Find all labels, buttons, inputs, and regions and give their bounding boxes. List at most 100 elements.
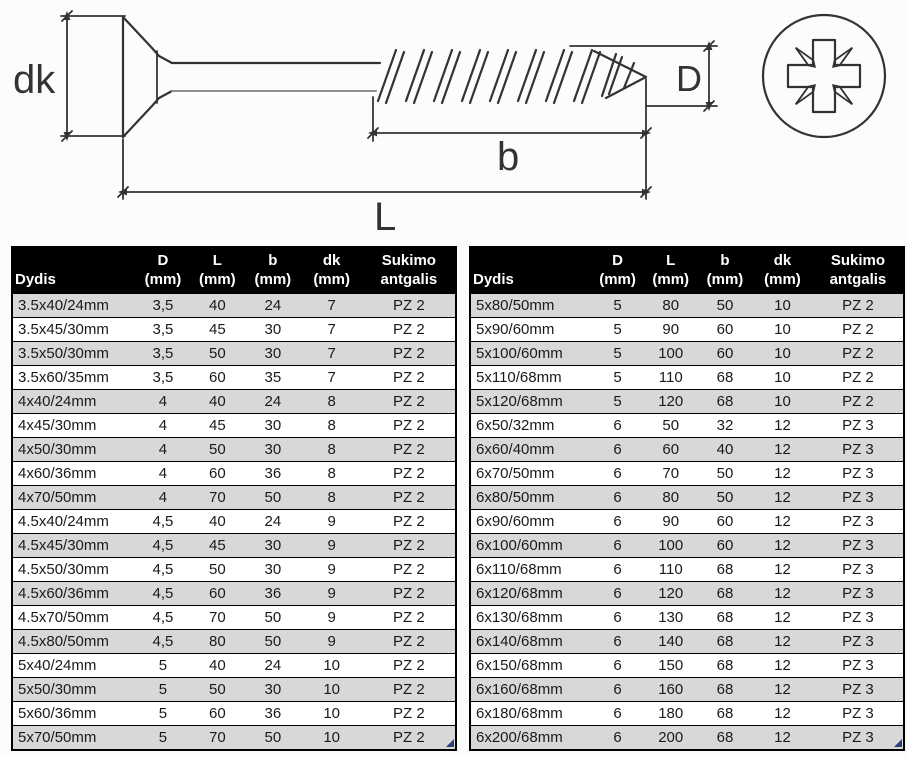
value-cell: 36 xyxy=(245,581,301,606)
pozidriv-recess-icon xyxy=(761,13,887,139)
value-cell: 12 xyxy=(752,581,813,606)
table-row: 6x110/68mm 6 110 68 12 PZ 3 xyxy=(470,557,904,582)
value-cell: 30 xyxy=(245,557,301,582)
table-row: 5x70/50mm 5 70 50 10 PZ 2 xyxy=(12,725,456,751)
size-cell: 4.5x70/50mm xyxy=(12,605,137,630)
value-cell: 68 xyxy=(697,653,753,678)
value-cell: 6 xyxy=(591,461,644,486)
table-row: 6x140/68mm 6 140 68 12 PZ 3 xyxy=(470,629,904,654)
size-cell: 3.5x60/35mm xyxy=(12,365,137,390)
value-cell: 50 xyxy=(189,557,246,582)
value-cell: 7 xyxy=(300,365,363,390)
value-cell: 30 xyxy=(245,341,301,366)
size-cell: 5x60/36mm xyxy=(12,701,137,726)
value-cell: 180 xyxy=(643,701,698,726)
size-cell: 5x80/50mm xyxy=(470,293,592,318)
value-cell: PZ 2 xyxy=(362,509,456,534)
value-cell: PZ 2 xyxy=(362,365,456,390)
value-cell: 68 xyxy=(697,629,753,654)
size-cell: 4x70/50mm xyxy=(12,485,137,510)
value-cell: 8 xyxy=(300,437,363,462)
value-cell: 35 xyxy=(245,365,301,390)
value-cell: 5 xyxy=(591,317,644,342)
value-cell: PZ 2 xyxy=(362,533,456,558)
table-row: 4.5x80/50mm 4,5 80 50 9 PZ 2 xyxy=(12,629,456,654)
value-cell: 4,5 xyxy=(136,557,190,582)
table-row: 6x180/68mm 6 180 68 12 PZ 3 xyxy=(470,701,904,726)
value-cell: 160 xyxy=(643,677,698,702)
size-cell: 5x100/60mm xyxy=(470,341,592,366)
value-cell: 4,5 xyxy=(136,605,190,630)
value-cell: PZ 3 xyxy=(812,557,904,582)
col-header-b: b (mm) xyxy=(245,247,301,294)
value-cell: 30 xyxy=(245,437,301,462)
value-cell: 68 xyxy=(697,365,753,390)
table-header-row: Dydis D (mm) L (mm) b (mm) dk (mm) xyxy=(12,247,456,294)
size-cell: 5x70/50mm xyxy=(12,725,137,751)
value-cell: PZ 3 xyxy=(812,725,904,751)
value-cell: 45 xyxy=(189,533,246,558)
value-cell: PZ 2 xyxy=(362,461,456,486)
value-cell: 45 xyxy=(189,413,246,438)
value-cell: 40 xyxy=(697,437,753,462)
value-cell: 68 xyxy=(697,605,753,630)
value-cell: 12 xyxy=(752,437,813,462)
size-cell: 4.5x80/50mm xyxy=(12,629,137,654)
value-cell: 150 xyxy=(643,653,698,678)
value-cell: 4,5 xyxy=(136,581,190,606)
value-cell: 6 xyxy=(591,437,644,462)
value-cell: 90 xyxy=(643,509,698,534)
value-cell: 60 xyxy=(697,509,753,534)
table-row: 6x130/68mm 6 130 68 12 PZ 3 xyxy=(470,605,904,630)
value-cell: 12 xyxy=(752,629,813,654)
value-cell: 7 xyxy=(300,317,363,342)
table-row: 5x100/60mm 5 100 60 10 PZ 2 xyxy=(470,341,904,366)
table-row: 5x60/36mm 5 60 36 10 PZ 2 xyxy=(12,701,456,726)
table-row: 6x160/68mm 6 160 68 12 PZ 3 xyxy=(470,677,904,702)
value-cell: PZ 2 xyxy=(362,557,456,582)
value-cell: 9 xyxy=(300,605,363,630)
value-cell: 12 xyxy=(752,485,813,510)
screw-technical-drawing: dk b xyxy=(13,10,887,239)
value-cell: 50 xyxy=(189,437,246,462)
col-header-dk: dk (mm) xyxy=(300,247,363,294)
value-cell: PZ 3 xyxy=(812,461,904,486)
value-cell: 4 xyxy=(136,461,190,486)
value-cell: 60 xyxy=(189,461,246,486)
value-cell: PZ 3 xyxy=(812,509,904,534)
size-cell: 6x50/32mm xyxy=(470,413,592,438)
value-cell: 12 xyxy=(752,557,813,582)
table-row: 6x80/50mm 6 80 50 12 PZ 3 xyxy=(470,485,904,510)
value-cell: 4 xyxy=(136,413,190,438)
table-row: 5x90/60mm 5 90 60 10 PZ 2 xyxy=(470,317,904,342)
value-cell: 50 xyxy=(189,341,246,366)
table-row: 6x90/60mm 6 90 60 12 PZ 3 xyxy=(470,509,904,534)
value-cell: 5 xyxy=(591,341,644,366)
table-row: 6x100/60mm 6 100 60 12 PZ 3 xyxy=(470,533,904,558)
table-row: 4x40/24mm 4 40 24 8 PZ 2 xyxy=(12,389,456,414)
col-header-D: D (mm) xyxy=(136,247,190,294)
size-cell: 4.5x45/30mm xyxy=(12,533,137,558)
col-header-L: L (mm) xyxy=(189,247,246,294)
size-cell: 5x120/68mm xyxy=(470,389,592,414)
value-cell: PZ 2 xyxy=(812,341,904,366)
value-cell: 70 xyxy=(643,461,698,486)
table-row: 5x50/30mm 5 50 30 10 PZ 2 xyxy=(12,677,456,702)
size-cell: 4x60/36mm xyxy=(12,461,137,486)
size-cell: 6x180/68mm xyxy=(470,701,592,726)
value-cell: 10 xyxy=(300,653,363,678)
screw-tip xyxy=(592,49,648,100)
size-cell: 5x110/68mm xyxy=(470,365,592,390)
value-cell: 70 xyxy=(189,485,246,510)
value-cell: 8 xyxy=(300,485,363,510)
value-cell: PZ 2 xyxy=(362,725,456,751)
size-cell: 6x140/68mm xyxy=(470,629,592,654)
value-cell: PZ 2 xyxy=(812,365,904,390)
size-cell: 6x200/68mm xyxy=(470,725,592,751)
size-cell: 6x100/60mm xyxy=(470,533,592,558)
table-row: 3.5x50/30mm 3,5 50 30 7 PZ 2 xyxy=(12,341,456,366)
value-cell: 4 xyxy=(136,437,190,462)
value-cell: 5 xyxy=(136,725,190,751)
table-row: 3.5x45/30mm 3,5 45 30 7 PZ 2 xyxy=(12,317,456,342)
table-row: 5x80/50mm 5 80 50 10 PZ 2 xyxy=(470,293,904,318)
